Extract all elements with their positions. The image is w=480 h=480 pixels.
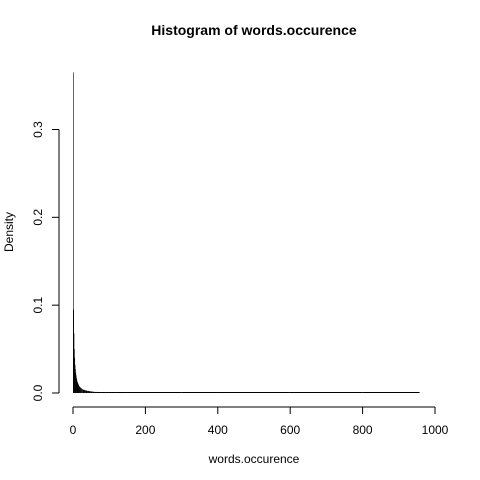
y-axis: 0.0 0.1 0.2 0.3 (31, 121, 60, 401)
histogram-bar (75, 372, 77, 393)
histogram-bar (74, 364, 76, 393)
x-tick-label: 400 (208, 423, 228, 437)
histogram-bar (73, 309, 74, 393)
histogram-bar (83, 389, 85, 393)
y-axis-label: Density (2, 212, 16, 252)
histogram-bar (101, 392, 106, 393)
y-tick-label: 0.3 (31, 121, 45, 138)
x-axis-label: words.occurence (208, 452, 300, 466)
x-tick-label: 800 (353, 423, 373, 437)
histogram-bars (73, 72, 420, 393)
histogram-bar (77, 383, 79, 393)
histogram-bar (88, 391, 91, 393)
histogram-bar (81, 388, 83, 393)
histogram-bar (90, 391, 93, 393)
histogram-bar (73, 72, 74, 393)
histogram-bar (78, 385, 80, 393)
x-tick-label: 0 (70, 423, 77, 437)
histogram-bar (73, 333, 75, 393)
histogram-bar (80, 387, 82, 393)
histogram-bar (94, 391, 98, 393)
histogram-bar (75, 369, 76, 393)
histogram-bar (97, 392, 102, 393)
histogram-bar (76, 379, 78, 393)
histogram-bar (84, 390, 86, 393)
histogram-bar (289, 392, 363, 393)
histogram-bar (76, 381, 78, 393)
y-tick-label: 0.0 (31, 384, 45, 401)
y-tick-label: 0.1 (31, 296, 45, 313)
y-tick-label: 0.2 (31, 209, 45, 226)
histogram-bar (78, 384, 79, 393)
histogram-bar (76, 378, 77, 393)
histogram-bar (74, 349, 75, 393)
histogram-bar (82, 389, 83, 393)
histogram-bar (145, 392, 182, 393)
histogram-bar (362, 392, 420, 393)
histogram-bar (419, 392, 420, 393)
histogram-bar (79, 387, 81, 393)
histogram-bar (108, 392, 117, 393)
histogram-bar (74, 357, 76, 393)
histogram-bar (75, 375, 77, 393)
histogram-bar (217, 392, 290, 393)
histogram-bar (78, 385, 80, 393)
histogram-bar (126, 392, 146, 393)
x-tick-label: 600 (280, 423, 300, 437)
histogram-bar (77, 382, 78, 393)
histogram-bar (105, 392, 109, 393)
x-tick-label: 1000 (422, 423, 449, 437)
x-tick-label: 200 (135, 423, 155, 437)
histogram-bar (79, 386, 80, 393)
histogram-bar (82, 389, 84, 393)
histogram-bar (92, 391, 95, 393)
histogram-bar (116, 392, 127, 393)
histogram-bar (79, 386, 81, 393)
histogram-bar (87, 390, 89, 393)
histogram-bar (181, 392, 218, 393)
x-axis: 0 200 400 600 800 1000 (70, 406, 449, 437)
chart-title: Histogram of words.occurence (151, 22, 357, 38)
histogram-bar (85, 390, 88, 393)
